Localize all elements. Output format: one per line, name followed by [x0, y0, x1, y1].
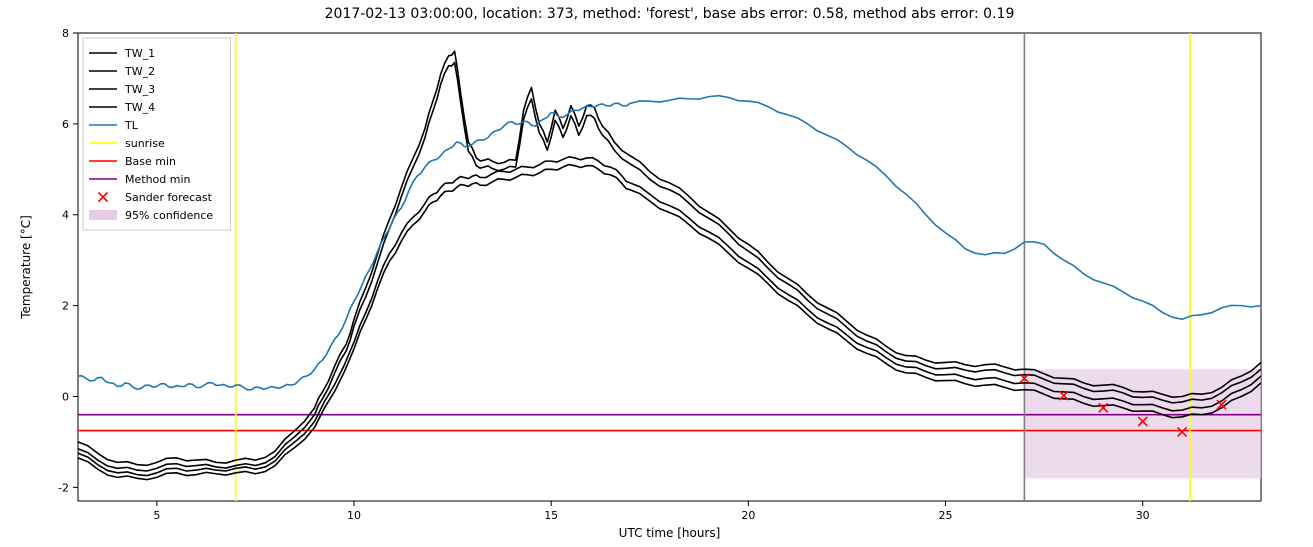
- svg-text:8: 8: [62, 27, 69, 40]
- svg-text:TL: TL: [124, 119, 139, 132]
- svg-text:6: 6: [62, 118, 69, 131]
- svg-text:TW_1: TW_1: [124, 47, 155, 60]
- svg-text:Method min: Method min: [125, 173, 191, 186]
- chart-svg: 5 10 15 20 25 30 -2 0 2 4 6 8 UTC time [hours] Temper…: [0, 0, 1313, 547]
- svg-text:-2: -2: [58, 481, 69, 494]
- svg-text:0: 0: [62, 390, 69, 403]
- svg-text:20: 20: [741, 509, 755, 522]
- svg-text:4: 4: [62, 209, 69, 222]
- svg-text:30: 30: [1136, 509, 1150, 522]
- svg-text:95% confidence: 95% confidence: [125, 209, 213, 222]
- svg-text:10: 10: [347, 509, 361, 522]
- chart-container: 5 10 15 20 25 30 -2 0 2 4 6 8 UTC time [hours] Temper…: [0, 0, 1313, 547]
- svg-text:25: 25: [939, 509, 953, 522]
- svg-text:2017-02-13 03:00:00, location:: 2017-02-13 03:00:00, location: 373, meth…: [325, 6, 1015, 22]
- svg-text:2: 2: [62, 300, 69, 313]
- svg-text:Sander forecast: Sander forecast: [125, 191, 213, 204]
- svg-text:UTC time [hours]: UTC time [hours]: [619, 526, 721, 540]
- svg-text:Temperature [°C]: Temperature [°C]: [19, 215, 33, 320]
- svg-text:sunrise: sunrise: [125, 137, 165, 150]
- svg-text:TW_4: TW_4: [124, 101, 155, 114]
- svg-text:15: 15: [544, 509, 558, 522]
- svg-text:TW_2: TW_2: [124, 65, 155, 78]
- svg-text:TW_3: TW_3: [124, 83, 155, 96]
- svg-text:Base min: Base min: [125, 155, 176, 168]
- svg-text:5: 5: [153, 509, 160, 522]
